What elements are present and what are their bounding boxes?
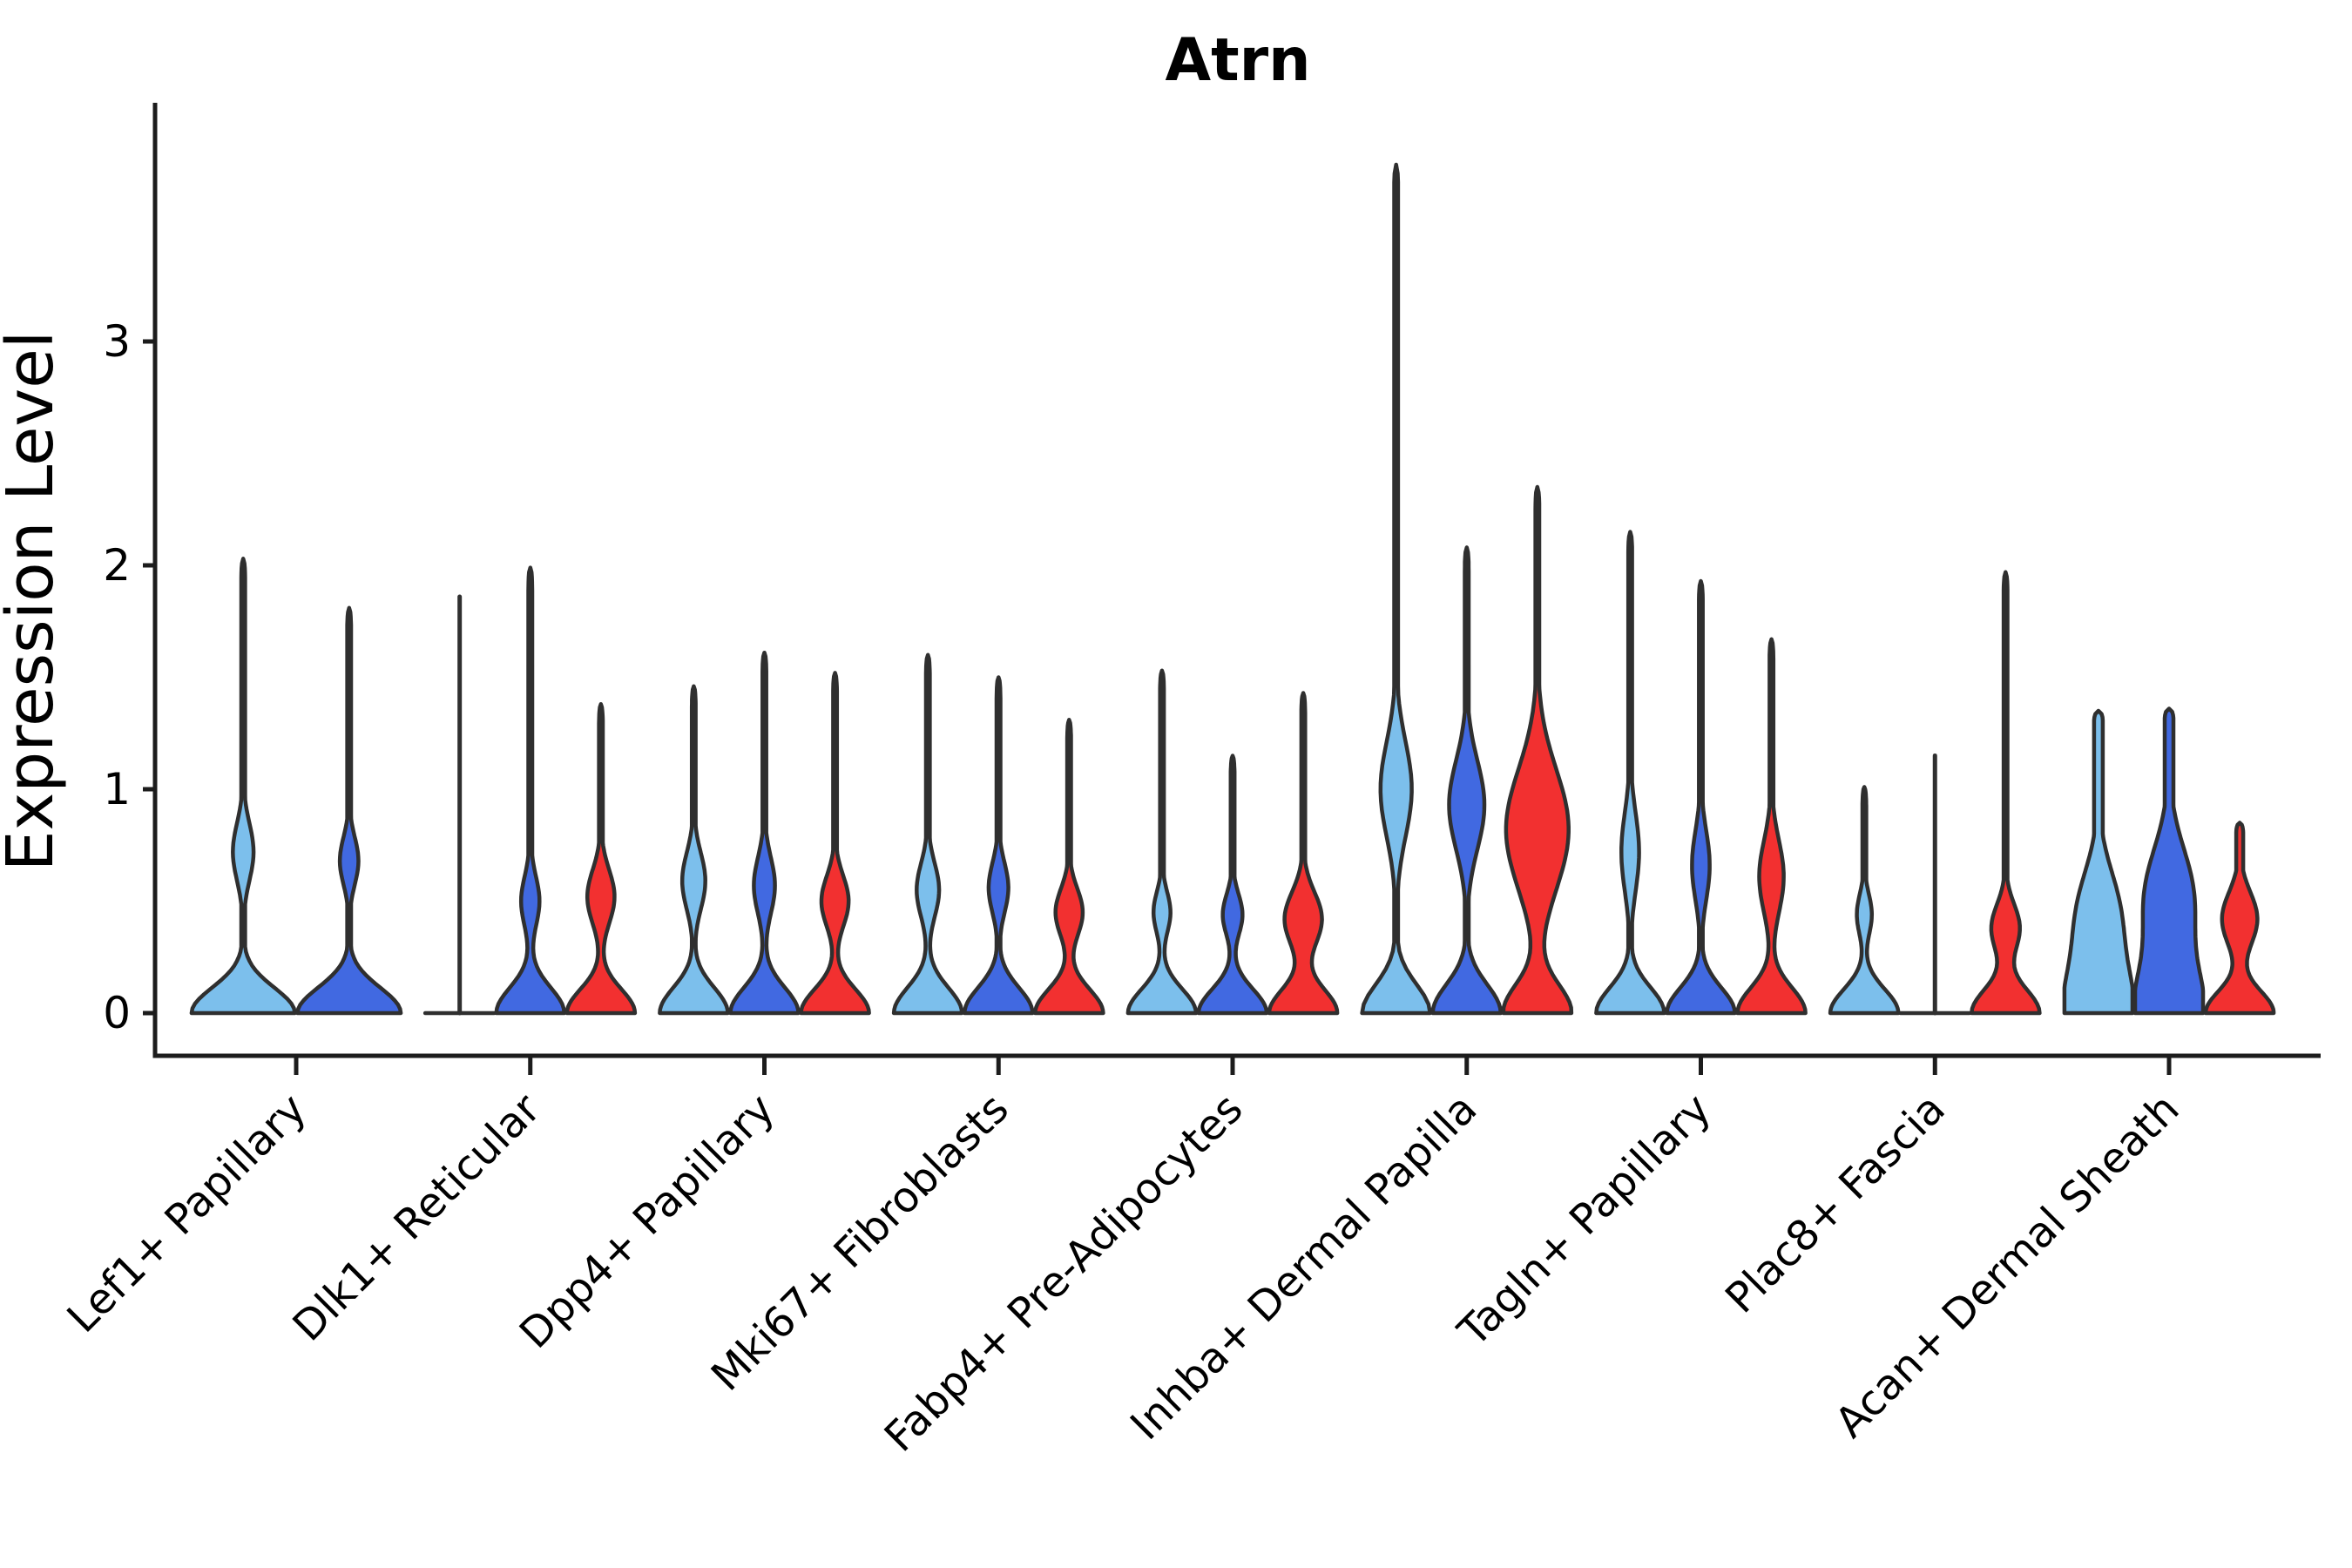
violin-inhba-dermal-papilla-light-blue (1360, 162, 1432, 1016)
violin-lef1-papillary-dark-blue (295, 605, 403, 1016)
violin-dpp4-papillary-light-blue (658, 684, 730, 1016)
violin-mki67-fibroblasts-dark-blue (962, 675, 1035, 1016)
violin-dlk1-reticular-dark-blue (494, 565, 567, 1016)
y-tick-label: 1 (103, 764, 131, 814)
y-tick-label: 2 (103, 540, 131, 591)
violin-tagln-papillary-dark-blue (1665, 578, 1737, 1016)
y-axis-label: Expression Level (0, 331, 68, 872)
y-axis-ticks: 0 1 2 3 (103, 316, 155, 1038)
violin-plac8-fascia-red (1970, 570, 2042, 1016)
violin-dlk1-reticular-red (564, 702, 638, 1016)
violin-tagln-papillary-red (1735, 637, 1808, 1016)
x-axis-ticks (294, 1058, 2172, 1075)
violin-fabp4-pre-adipocytes-light-blue (1125, 668, 1199, 1016)
x-tick-label: Plac8+ Fascia (1716, 1085, 1955, 1323)
violin-acan-dermal-sheath-light-blue (2062, 708, 2135, 1016)
violin-dpp4-papillary-dark-blue (728, 650, 801, 1016)
violin-tagln-papillary-light-blue (1594, 530, 1666, 1016)
x-tick-label: Tagln+ Papillary (1449, 1085, 1720, 1356)
violin-inhba-dermal-papilla-red (1501, 484, 1574, 1016)
violin-inhba-dermal-papilla-dark-blue (1430, 545, 1504, 1016)
violin-lef1-papillary-light-blue (189, 557, 297, 1016)
violin-plac8-fascia-light-blue (1828, 785, 1901, 1016)
violin-dpp4-papillary-red (799, 671, 871, 1016)
violin-fabp4-pre-adipocytes-red (1267, 691, 1340, 1016)
chart-title: Atrn (1165, 26, 1310, 95)
violin-mki67-fibroblasts-red (1033, 718, 1105, 1016)
violin-acan-dermal-sheath-red (2203, 821, 2276, 1016)
violin-fabp4-pre-adipocytes-dark-blue (1196, 754, 1269, 1016)
x-tick-label: Dpp4+ Papillary (510, 1085, 784, 1358)
y-tick-label: 0 (103, 988, 131, 1038)
x-tick-label: Dlk1+ Reticular (284, 1085, 551, 1351)
axes (152, 103, 2321, 1058)
y-tick-label: 3 (103, 316, 131, 367)
violin-mki67-fibroblasts-light-blue (891, 652, 964, 1016)
violins (189, 162, 2276, 1016)
violin-acan-dermal-sheath-dark-blue (2132, 706, 2206, 1016)
x-tick-label: Lef1+ Papillary (58, 1085, 316, 1342)
